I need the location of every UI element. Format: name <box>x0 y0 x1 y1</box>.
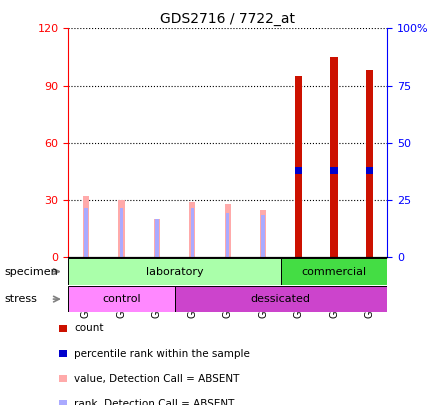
Text: commercial: commercial <box>301 266 367 277</box>
Text: dessicated: dessicated <box>251 294 311 304</box>
Text: control: control <box>102 294 141 304</box>
Bar <box>330 167 338 174</box>
Bar <box>154 219 160 257</box>
Bar <box>68 286 175 312</box>
Text: rank, Detection Call = ABSENT: rank, Detection Call = ABSENT <box>74 399 234 405</box>
Bar <box>118 200 125 257</box>
Bar <box>226 213 229 257</box>
Bar <box>295 76 302 257</box>
Bar <box>120 208 123 257</box>
Bar <box>366 70 374 257</box>
Text: percentile rank within the sample: percentile rank within the sample <box>74 349 250 358</box>
Title: GDS2716 / 7722_at: GDS2716 / 7722_at <box>160 12 295 26</box>
Bar <box>59 400 67 405</box>
Text: specimen: specimen <box>4 266 58 277</box>
Bar <box>175 286 387 312</box>
Text: count: count <box>74 324 103 333</box>
Bar <box>83 196 89 257</box>
Bar <box>59 325 67 332</box>
Bar <box>281 258 387 285</box>
Bar <box>155 219 158 257</box>
Bar <box>224 204 231 257</box>
Bar <box>59 375 67 382</box>
Bar <box>260 209 266 257</box>
Bar <box>366 167 374 174</box>
Text: stress: stress <box>4 294 37 304</box>
Bar <box>261 215 265 257</box>
Bar <box>84 208 88 257</box>
Text: value, Detection Call = ABSENT: value, Detection Call = ABSENT <box>74 374 239 384</box>
Bar <box>59 350 67 357</box>
Bar <box>191 208 194 257</box>
Bar <box>68 258 281 285</box>
Bar <box>189 202 195 257</box>
Bar <box>295 167 302 174</box>
Bar <box>330 57 338 257</box>
Text: laboratory: laboratory <box>146 266 203 277</box>
